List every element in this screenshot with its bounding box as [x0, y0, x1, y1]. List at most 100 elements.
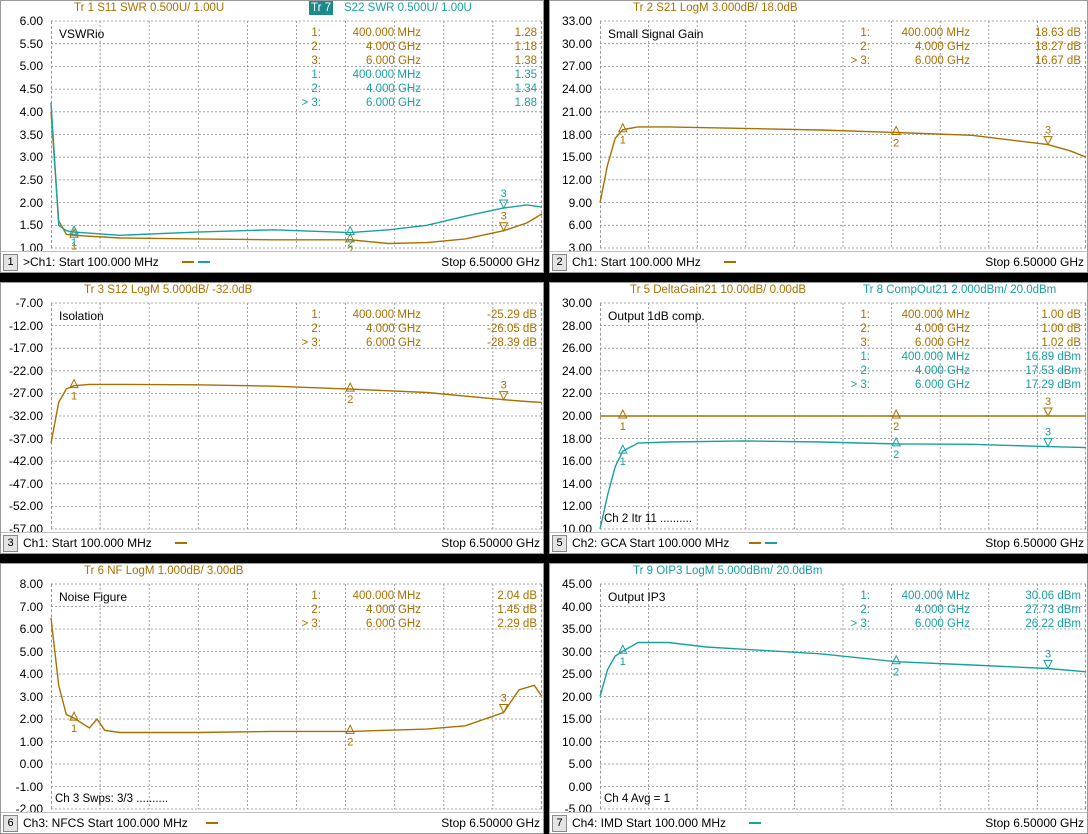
- marker-3-icon[interactable]: [1043, 438, 1053, 448]
- legend-swatch: [205, 822, 218, 824]
- marker-number: 1: [620, 421, 626, 433]
- marker-index: > 3:: [301, 618, 321, 630]
- channel-footer: 2 Ch1: Start 100.000 MHz Stop 6.50000 GHz: [550, 251, 1087, 272]
- marker-2-icon[interactable]: [891, 654, 901, 665]
- marker-1-icon[interactable]: [617, 408, 628, 419]
- trace-legend: [748, 542, 781, 553]
- y-tick-label: 27.00: [561, 59, 592, 74]
- marker-1-icon[interactable]: [69, 224, 79, 235]
- measurement-window-7[interactable]: Tr 9 OIP3 LogM 5.000dBm/ 20.0dBm 45.00 40.…: [549, 563, 1088, 834]
- y-tick-label: -32.00: [8, 409, 43, 423]
- marker-index: 1:: [860, 309, 870, 321]
- marker-value: 1.34: [514, 83, 537, 95]
- trace-header: Tr 1 S11 SWR 0.500U/ 1.00U Tr 7 S22 SWR 0.…: [1, 1, 543, 15]
- trace-line-oip3: [599, 641, 1087, 697]
- marker-index: 2:: [860, 41, 870, 53]
- measurement-window-3[interactable]: Tr 3 S12 LogM 5.000dB/ -32.0dB -7.00 -12.0…: [0, 282, 544, 554]
- y-tick-label: -47.00: [8, 476, 43, 491]
- marker-3-icon[interactable]: [498, 391, 509, 401]
- marker-3-icon[interactable]: [498, 199, 509, 210]
- y-tick-label: -12.00: [8, 318, 43, 333]
- measurement-window-2[interactable]: Tr 2 S21 LogM 3.000dB/ 18.0dB 33.00 30.00 2…: [549, 0, 1088, 273]
- channel-footer: 1 >Ch1: Start 100.000 MHz Stop 6.50000 GHz: [1, 251, 543, 272]
- marker-2-icon[interactable]: [891, 125, 901, 135]
- y-tick-label: 1.00: [19, 734, 43, 749]
- trace-label[interactable]: Tr 8 CompOut21 2.000dBm/ 20.0dBm: [863, 284, 1057, 296]
- marker-3-icon[interactable]: [1043, 407, 1053, 418]
- marker-number: 3: [1045, 649, 1051, 661]
- trace-label[interactable]: Tr 7: [309, 1, 334, 15]
- marker-number: 3: [501, 188, 507, 200]
- marker-index: 2:: [860, 365, 870, 377]
- marker-3-icon[interactable]: [498, 703, 509, 714]
- marker-number: 1: [620, 456, 626, 468]
- y-tick-label: 8.00: [19, 577, 43, 591]
- marker-2-icon[interactable]: [345, 232, 356, 243]
- marker-value: 1.35: [514, 69, 537, 81]
- y-tick-label: -22.00: [8, 363, 43, 378]
- measurement-window-6[interactable]: Tr 6 NF LogM 1.000dB/ 3.00dB 8.00 7.00 6.00…: [0, 563, 544, 834]
- marker-value: -28.39 dB: [487, 337, 537, 349]
- trace-label[interactable]: Tr 6 NF LogM 1.000dB/ 3.00dB: [84, 565, 244, 577]
- marker-number: 2: [893, 449, 899, 461]
- marker-1-icon[interactable]: [617, 644, 628, 654]
- marker-number: 2: [347, 394, 353, 406]
- trace-label[interactable]: Tr 3 S12 LogM 5.000dB/ -32.0dB: [84, 284, 253, 296]
- marker-frequency: 400.000 MHz: [352, 27, 421, 39]
- trace-label[interactable]: Tr 5 DeltaGain21 10.00dB/ 0.00dB: [630, 284, 807, 296]
- y-tick-label: 6.00: [568, 218, 592, 233]
- marker-2-icon[interactable]: [345, 381, 356, 392]
- marker-1-icon[interactable]: [69, 710, 79, 721]
- window-number[interactable]: 7: [552, 815, 567, 832]
- window-number[interactable]: 1: [3, 254, 18, 271]
- marker-frequency: 400.000 MHz: [352, 309, 421, 321]
- marker-2-icon[interactable]: [345, 724, 356, 734]
- trace-legend: [724, 261, 740, 272]
- y-tick-label: 0.00: [568, 779, 592, 794]
- marker-number: 2: [347, 736, 353, 748]
- start-frequency: Ch4: IMD Start 100.000 MHz: [572, 816, 727, 830]
- window-number[interactable]: 6: [3, 815, 18, 832]
- marker-value: -26.05 dB: [487, 323, 537, 335]
- marker-2-icon[interactable]: [891, 436, 901, 447]
- trace-label[interactable]: S22 SWR 0.500U/ 1.00U: [344, 2, 472, 14]
- marker-number: 3: [501, 380, 507, 392]
- marker-value: 1.88: [514, 97, 537, 109]
- trace-line-s22-swr: [50, 102, 543, 237]
- marker-frequency: 4.000 GHz: [915, 604, 970, 616]
- marker-2-icon[interactable]: [345, 225, 356, 236]
- window-number[interactable]: 3: [3, 535, 18, 552]
- y-tick-label: -7.00: [15, 296, 43, 310]
- marker-3-icon[interactable]: [1043, 660, 1053, 670]
- marker-3-icon[interactable]: [1043, 136, 1053, 146]
- marker-index: > 3:: [850, 618, 870, 630]
- marker-3-icon[interactable]: [498, 222, 509, 232]
- marker-frequency: 6.000 GHz: [366, 337, 421, 349]
- window-number[interactable]: 2: [552, 254, 567, 271]
- trace-label[interactable]: Tr 9 OIP3 LogM 5.000dBm/ 20.0dBm: [633, 565, 823, 577]
- marker-frequency: 6.000 GHz: [915, 55, 970, 67]
- y-tick-label: 12.00: [561, 499, 592, 514]
- marker-number: 3: [1045, 427, 1051, 439]
- y-tick-label: 15.00: [561, 150, 592, 165]
- measurement-window-5[interactable]: Tr 5 DeltaGain21 10.00dB/ 0.00dB Tr 8 Com…: [549, 282, 1088, 554]
- marker-number: 1: [620, 656, 626, 668]
- measurement-window-1[interactable]: Tr 1 S11 SWR 0.500U/ 1.00U Tr 7 S22 SWR 0.…: [0, 0, 544, 273]
- marker-value: 1.45 dB: [497, 604, 537, 616]
- marker-1-icon[interactable]: [69, 378, 79, 389]
- marker-number: 2: [893, 137, 899, 149]
- legend-swatch: [181, 261, 194, 263]
- marker-value: 27.73 dBm: [1025, 604, 1081, 616]
- marker-1-icon[interactable]: [69, 228, 79, 238]
- marker-frequency: 400.000 MHz: [901, 309, 970, 321]
- trace-label[interactable]: Tr 2 S21 LogM 3.000dB/ 18.0dB: [633, 2, 798, 14]
- channel-status: Ch 4 Avg = 1: [604, 793, 670, 805]
- window-number[interactable]: 5: [552, 535, 567, 552]
- stop-frequency: Stop 6.50000 GHz: [441, 255, 540, 269]
- marker-index: 2:: [860, 604, 870, 616]
- marker-value: -25.29 dB: [487, 309, 537, 321]
- trace-label[interactable]: Tr 1 S11 SWR 0.500U/ 1.00U: [74, 2, 225, 14]
- marker-1-icon[interactable]: [617, 444, 628, 454]
- marker-2-icon[interactable]: [891, 408, 901, 419]
- marker-1-icon[interactable]: [617, 122, 628, 133]
